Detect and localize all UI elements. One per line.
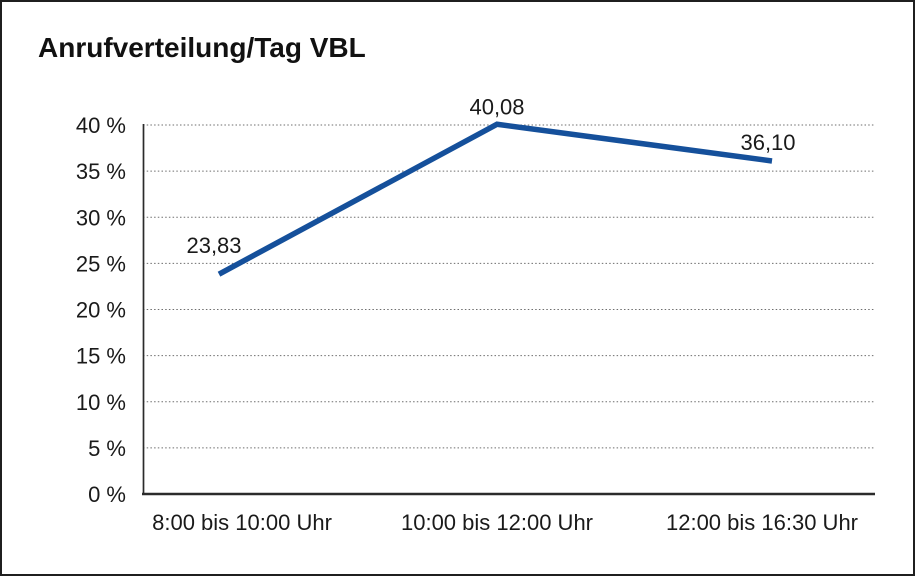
y-tick-label: 40 % <box>76 113 126 138</box>
chart-title: Anrufverteilung/Tag VBL <box>38 32 366 63</box>
data-point-label: 40,08 <box>469 94 524 119</box>
y-tick-label: 30 % <box>76 205 126 230</box>
x-tick-label: 10:00 bis 12:00 Uhr <box>401 510 593 535</box>
y-tick-label: 35 % <box>76 159 126 184</box>
y-tick-label: 5 % <box>88 436 126 461</box>
x-tick-label: 12:00 bis 16:30 Uhr <box>666 510 858 535</box>
y-tick-label: 25 % <box>76 251 126 276</box>
y-tick-label: 0 % <box>88 482 126 507</box>
y-tick-label: 20 % <box>76 298 126 323</box>
data-point-label: 23,83 <box>186 233 241 258</box>
y-tick-label: 15 % <box>76 344 126 369</box>
x-tick-label: 8:00 bis 10:00 Uhr <box>152 510 332 535</box>
data-line <box>217 121 773 277</box>
data-point-label: 36,10 <box>740 130 795 155</box>
y-tick-label: 10 % <box>76 390 126 415</box>
